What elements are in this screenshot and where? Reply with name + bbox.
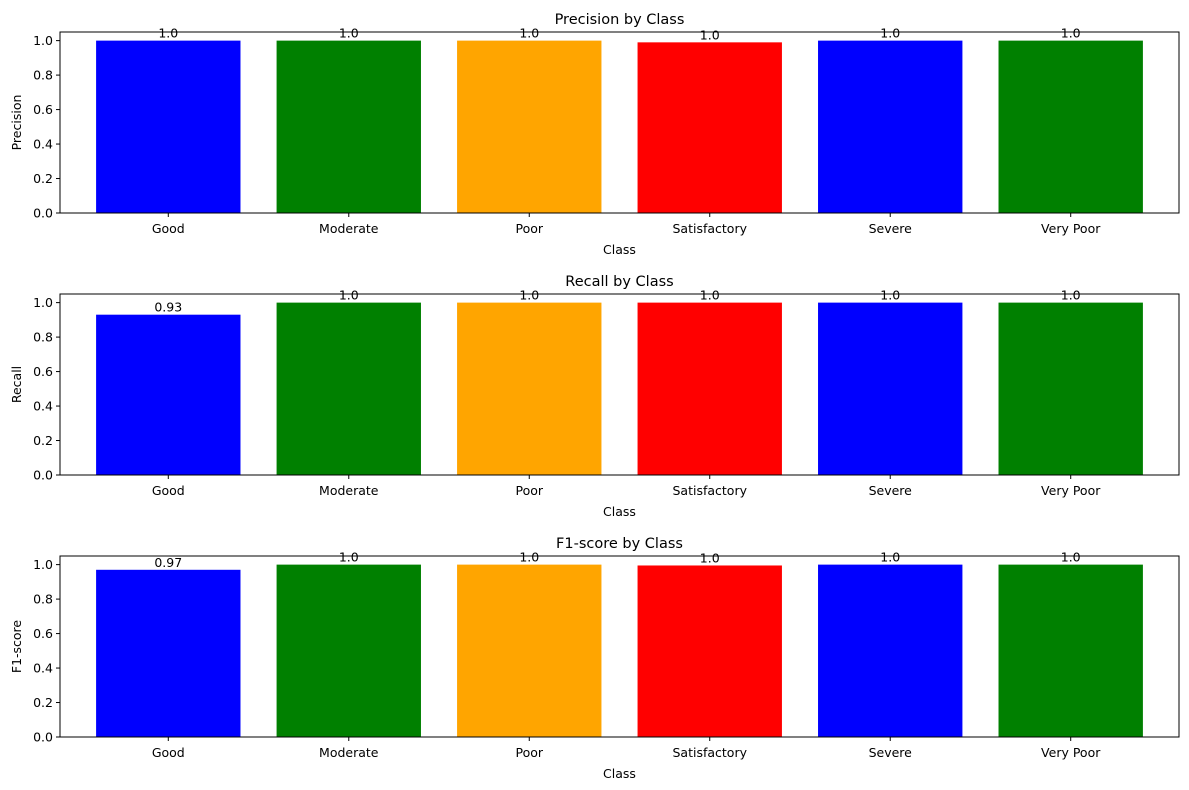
bar-value-label: 1.0 xyxy=(880,26,900,41)
chart-title: Precision by Class xyxy=(555,12,685,28)
axes-frame xyxy=(59,555,1180,738)
x-tick-label: Moderate xyxy=(319,745,379,760)
x-tick-label: Poor xyxy=(515,745,543,760)
bar-value-label: 0.93 xyxy=(154,300,182,315)
y-tick-label: 0.0 xyxy=(33,468,53,483)
chart-title: Recall by Class xyxy=(565,274,673,290)
y-axis-label: F1-score xyxy=(9,620,24,674)
axes-frame xyxy=(59,31,1180,214)
y-tick-label: 0.0 xyxy=(33,730,53,745)
axes-frame xyxy=(59,293,1180,476)
bar-good xyxy=(96,569,241,737)
x-tick-label: Satisfactory xyxy=(672,745,747,760)
bar-moderate xyxy=(276,564,421,737)
bar-value-label: 1.0 xyxy=(880,550,900,565)
bar-value-label: 1.0 xyxy=(519,550,539,565)
bar-poor xyxy=(457,302,602,475)
x-tick-label: Severe xyxy=(869,745,913,760)
bar-satisfactory xyxy=(637,42,782,213)
bar-severe xyxy=(818,564,963,737)
x-tick-label: Very Poor xyxy=(1041,221,1101,236)
y-tick-label: 0.2 xyxy=(33,695,53,710)
bar-satisfactory xyxy=(637,302,782,475)
y-tick-label: 0.0 xyxy=(33,206,53,221)
y-tick-label: 0.4 xyxy=(33,399,53,414)
chart-panel-3: 0.97 1.0 1.0 1.0 1.0 1.0 0.0 0.2 0.4 0.6 0.8 1.0 Goo… xyxy=(9,536,1180,781)
x-tick-label: Poor xyxy=(515,221,543,236)
bar-very-poor xyxy=(998,564,1143,737)
bar-value-label: 1.0 xyxy=(339,550,359,565)
bar-value-label: 1.0 xyxy=(1061,26,1081,41)
bar-value-label: 1.0 xyxy=(519,288,539,303)
bar-value-label: 1.0 xyxy=(339,288,359,303)
bar-value-label: 1.0 xyxy=(339,26,359,41)
x-axis-label: Class xyxy=(603,504,636,519)
x-tick-label: Satisfactory xyxy=(672,221,747,236)
x-tick-label: Moderate xyxy=(319,221,379,236)
x-axis-label: Class xyxy=(603,766,636,781)
bar-severe xyxy=(818,302,963,475)
y-tick-label: 0.8 xyxy=(33,330,53,345)
x-tick-label: Severe xyxy=(869,483,913,498)
bar-good xyxy=(96,314,241,475)
chart-panel-1: 1.0 1.0 1.0 1.0 1.0 1.0 0.0 0.2 0.4 0.6 0.8 1.0 Good… xyxy=(9,12,1180,257)
bar-poor xyxy=(457,40,602,213)
y-axis-label: Precision xyxy=(9,95,24,151)
bar-poor xyxy=(457,564,602,737)
chart-panel-2: 0.93 1.0 1.0 1.0 1.0 1.0 0.0 0.2 0.4 0.6 0.8 1.0 Goo… xyxy=(9,274,1180,519)
y-tick-label: 0.6 xyxy=(33,364,53,379)
y-tick-label: 0.6 xyxy=(33,626,53,641)
bar-value-label: 1.0 xyxy=(700,27,720,42)
bar-value-label: 1.0 xyxy=(700,550,720,565)
x-tick-label: Very Poor xyxy=(1041,483,1101,498)
y-tick-label: 0.8 xyxy=(33,592,53,607)
bar-value-label: 1.0 xyxy=(519,26,539,41)
bar-very-poor xyxy=(998,302,1143,475)
y-tick-label: 0.2 xyxy=(33,171,53,186)
x-tick-label: Good xyxy=(152,221,185,236)
bar-good xyxy=(96,40,241,213)
y-tick-label: 0.4 xyxy=(33,661,53,676)
bar-value-label: 1.0 xyxy=(158,26,178,41)
y-tick-label: 1.0 xyxy=(33,295,53,310)
x-tick-label: Good xyxy=(152,483,185,498)
x-tick-label: Good xyxy=(152,745,185,760)
bar-satisfactory xyxy=(637,565,782,737)
bar-moderate xyxy=(276,302,421,475)
y-tick-label: 1.0 xyxy=(33,557,53,572)
y-tick-label: 0.6 xyxy=(33,102,53,117)
y-tick-label: 0.2 xyxy=(33,433,53,448)
x-tick-label: Satisfactory xyxy=(672,483,747,498)
bar-value-label: 1.0 xyxy=(1061,288,1081,303)
bar-value-label: 1.0 xyxy=(700,288,720,303)
x-tick-label: Severe xyxy=(869,221,913,236)
y-tick-label: 0.8 xyxy=(33,68,53,83)
x-tick-label: Poor xyxy=(515,483,543,498)
y-axis-label: Recall xyxy=(9,366,24,403)
x-tick-label: Moderate xyxy=(319,483,379,498)
bar-severe xyxy=(818,40,963,213)
x-tick-label: Very Poor xyxy=(1041,745,1101,760)
chart-title: F1-score by Class xyxy=(556,536,683,552)
y-tick-label: 0.4 xyxy=(33,137,53,152)
bar-value-label: 1.0 xyxy=(1061,550,1081,565)
bar-value-label: 1.0 xyxy=(880,288,900,303)
x-axis-label: Class xyxy=(603,242,636,257)
bar-value-label: 0.97 xyxy=(154,555,182,570)
bar-very-poor xyxy=(998,40,1143,213)
bar-moderate xyxy=(276,40,421,213)
y-tick-label: 1.0 xyxy=(33,33,53,48)
